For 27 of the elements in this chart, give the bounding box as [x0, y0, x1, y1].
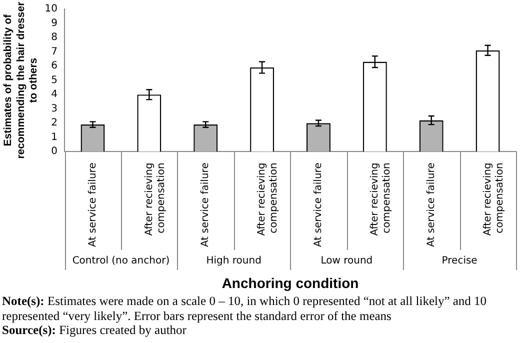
x-tick-label: After recieving compensation — [482, 162, 506, 236]
y-tick-label: 1 — [51, 132, 58, 143]
y-tick-label: 8 — [51, 32, 58, 44]
x-tick-label: At service failure — [313, 162, 324, 248]
text: Note(s): Estimates were made on a scale 0 – 10, in which 0 represented “not at all likely” and 10 represented “very likely”. Error bars represent the standard error of the means — [2, 294, 488, 323]
x-axis-title: Anchoring condition — [222, 274, 359, 291]
y-tick-label: 4 — [51, 89, 58, 100]
y-tick-label: 0 — [51, 146, 58, 158]
y-tick-label: 5 — [51, 74, 58, 86]
x-tick-label: At service failure — [426, 162, 437, 248]
x-tick-label: After recieving compensation — [144, 162, 167, 236]
x-tick-label: After recieving compensation — [256, 162, 280, 236]
y-tick-label: 9 — [51, 18, 58, 29]
y-tick-label: 2 — [51, 118, 58, 129]
x-tick-label: At service failure — [87, 162, 98, 248]
y-tick-label: 6 — [51, 60, 58, 72]
text: Control (no anchor) — [72, 256, 170, 267]
x-tick-label: After recieving compensation — [370, 162, 393, 236]
y-tick-label: 10 — [44, 4, 58, 15]
y-axis-title: Estimates of probability of recommending the hair dresser to others — [2, 2, 40, 159]
text: Precise — [442, 256, 478, 267]
y-tick-label: 3 — [51, 103, 58, 114]
text: High round — [206, 256, 262, 267]
y-tick-label: 7 — [51, 46, 58, 58]
source-note: Source(s): Figures created by author — [2, 323, 188, 338]
text: Low round — [320, 256, 373, 267]
x-tick-label: At service failure — [200, 162, 212, 248]
